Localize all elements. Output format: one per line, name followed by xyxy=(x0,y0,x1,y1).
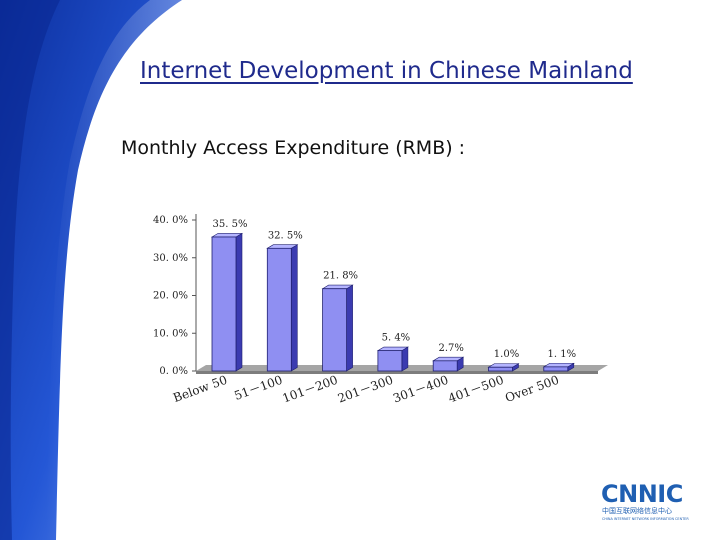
bar-side xyxy=(235,232,243,372)
svg-text:CHINA INTERNET NETWORK INFORMA: CHINA INTERNET NETWORK INFORMATION CENTE… xyxy=(602,517,689,521)
svg-text:CNNIC: CNNIC xyxy=(601,480,683,508)
y-tick-label: 10. 0% xyxy=(153,328,188,339)
chart-subtitle: Monthly Access Expenditure (RMB) : xyxy=(121,137,466,159)
chart-floor-edge xyxy=(196,371,598,374)
bar-data-label: 5. 4% xyxy=(382,333,411,344)
bar xyxy=(211,236,237,372)
y-tick-label: 20. 0% xyxy=(153,291,188,302)
background-swoosh-highlight xyxy=(0,0,60,540)
bar-side xyxy=(346,284,353,372)
bar-data-label: 21. 8% xyxy=(323,271,358,282)
y-tick-label: 30. 0% xyxy=(153,253,188,264)
x-tick-label: 51－100 xyxy=(232,373,284,403)
bar xyxy=(543,366,569,372)
bar-side xyxy=(290,244,298,372)
bar-side xyxy=(401,346,409,372)
x-tick-label: 201－300 xyxy=(336,373,395,406)
bar-data-label: 1.0% xyxy=(494,349,519,360)
bar-data-label: 2.7% xyxy=(438,343,463,354)
svg-text:中国互联网络信息中心: 中国互联网络信息中心 xyxy=(602,506,672,515)
slide-title: Internet Development in Chinese Mainland xyxy=(140,58,633,84)
y-tick-label: 0. 0% xyxy=(159,366,188,377)
y-tick-label: 40. 0% xyxy=(153,215,188,226)
x-tick-label: Below 50 xyxy=(171,373,229,405)
cnnic-logo: CNNIC 中国互联网络信息中心 CHINA INTERNET NETWORK … xyxy=(601,480,689,521)
x-tick-label: 301－400 xyxy=(391,373,450,406)
bar xyxy=(266,247,292,372)
background-swoosh-stripe xyxy=(46,0,182,540)
bar-data-label: 32. 5% xyxy=(268,230,303,241)
bar xyxy=(322,288,348,372)
x-tick-label: 101－200 xyxy=(281,373,340,406)
x-tick-label: Over 500 xyxy=(503,373,561,405)
bar-data-label: 1. 1% xyxy=(548,349,577,360)
x-tick-label: 401－500 xyxy=(446,373,505,406)
background-swoosh xyxy=(0,0,182,540)
bar xyxy=(432,360,458,372)
bar-data-label: 35. 5% xyxy=(213,219,248,230)
bar xyxy=(488,366,513,372)
bar xyxy=(377,350,403,372)
